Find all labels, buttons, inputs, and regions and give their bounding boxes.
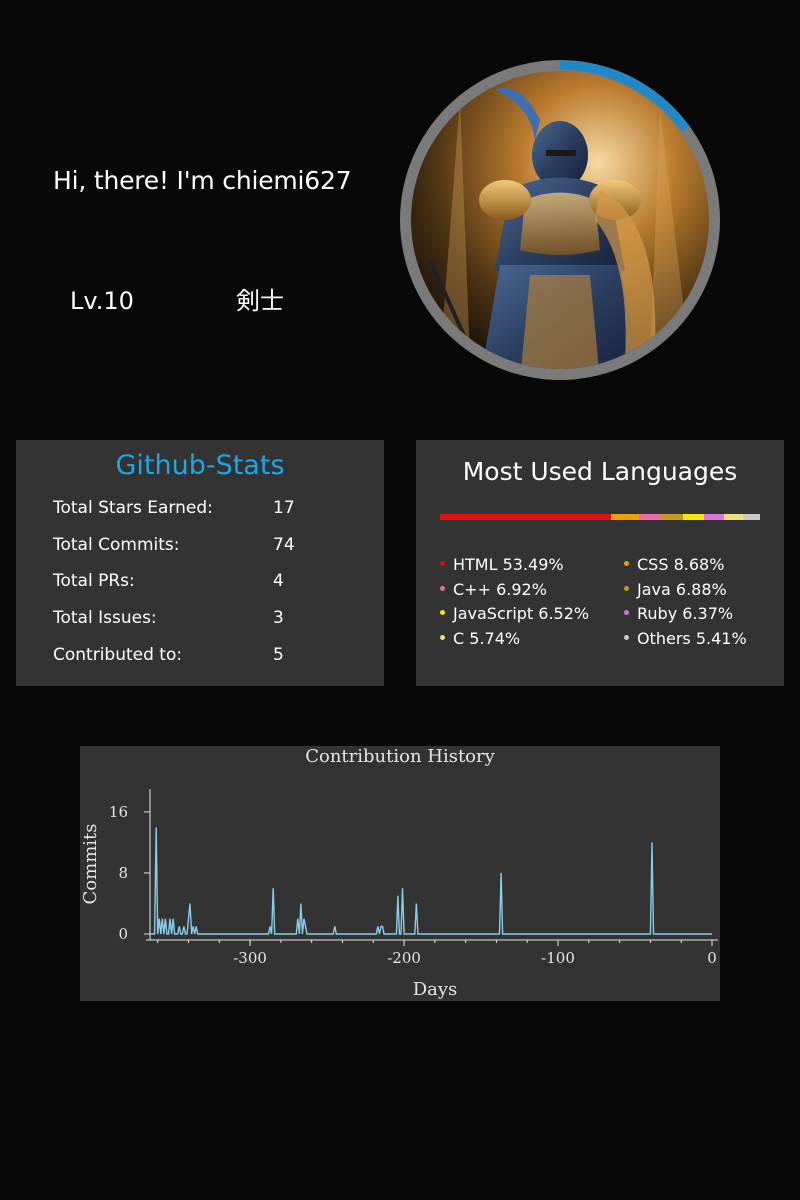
language-bar-segment: [661, 514, 684, 520]
stat-value: 5: [273, 645, 284, 665]
language-bar-segment: [703, 514, 725, 520]
language-dot: [624, 610, 629, 615]
language-dot: [624, 586, 629, 591]
x-tick-label: -200: [387, 949, 421, 967]
stat-row-issues: Total Issues: 3: [53, 606, 373, 630]
y-tick-label: 16: [109, 803, 128, 821]
avatar: [400, 60, 720, 380]
stat-value: 17: [273, 498, 295, 518]
language-dot: [624, 561, 629, 566]
language-dot: [624, 635, 629, 640]
language-label: JavaScript 6.52%: [453, 604, 590, 623]
stat-row-commits: Total Commits: 74: [53, 533, 373, 557]
language-bar-segment: [440, 514, 612, 520]
languages-title: Most Used Languages: [462, 457, 738, 486]
most-used-languages-card: Most Used Languages HTML 53.49% CSS 8.68…: [416, 440, 784, 686]
language-dot: [440, 586, 445, 591]
language-label: C++ 6.92%: [453, 580, 547, 599]
stat-label: Contributed to:: [53, 645, 183, 665]
language-bar-segment: [638, 514, 662, 520]
greeting-heading: Hi, there! I'm chiemi627: [53, 166, 352, 195]
github-stats-card: Github-Stats Total Stars Earned: 17 Tota…: [16, 440, 384, 686]
language-dot: [440, 561, 445, 566]
language-dot: [440, 635, 445, 640]
github-stats-title: Github-Stats: [115, 450, 285, 481]
language-bar-segment: [724, 514, 743, 520]
job-class-label: 剣士: [236, 287, 284, 315]
level-label: Lv.10: [70, 287, 134, 315]
y-axis-label: Commits: [80, 824, 101, 905]
stat-label: Total Stars Earned:: [53, 498, 213, 518]
y-tick-label: 8: [118, 864, 128, 882]
stat-value: 74: [273, 535, 295, 555]
stat-label: Total Issues:: [53, 608, 157, 628]
stat-row-prs: Total PRs: 4: [53, 569, 373, 593]
x-tick-label: 0: [707, 949, 717, 967]
commits-series-line: [150, 827, 712, 935]
language-progress-bar: [440, 514, 760, 520]
contribution-history-chart: Contribution History Days Commits 0 8 16 -3…: [80, 746, 720, 1001]
stat-value: 3: [273, 608, 284, 628]
language-bar-segment: [742, 514, 760, 520]
language-label: Others 5.41%: [637, 629, 747, 648]
x-axis-label: Days: [413, 979, 458, 1000]
stat-row-contributed: Contributed to: 5: [53, 643, 373, 667]
stat-value: 4: [273, 571, 284, 591]
language-label: HTML 53.49%: [453, 555, 564, 574]
x-tick-label: -300: [233, 949, 267, 967]
stat-label: Total PRs:: [53, 571, 135, 591]
language-dot: [440, 610, 445, 615]
x-tick-label: -100: [541, 949, 575, 967]
language-label: Java 6.88%: [637, 580, 727, 599]
contribution-history-plot: Contribution History Days Commits 0 8 16 -3…: [80, 746, 718, 1000]
armored-knight-avatar-icon: [400, 60, 720, 380]
chart-title: Contribution History: [305, 746, 495, 767]
language-label: Ruby 6.37%: [637, 604, 734, 623]
language-label: CSS 8.68%: [637, 555, 725, 574]
stat-row-stars: Total Stars Earned: 17: [53, 496, 373, 520]
exp-progress-arc: [559, 60, 690, 132]
language-bar-segment: [683, 514, 704, 520]
stat-label: Total Commits:: [53, 535, 180, 555]
y-tick-label: 0: [118, 925, 128, 943]
language-bar-segment: [611, 514, 639, 520]
language-label: C 5.74%: [453, 629, 521, 648]
